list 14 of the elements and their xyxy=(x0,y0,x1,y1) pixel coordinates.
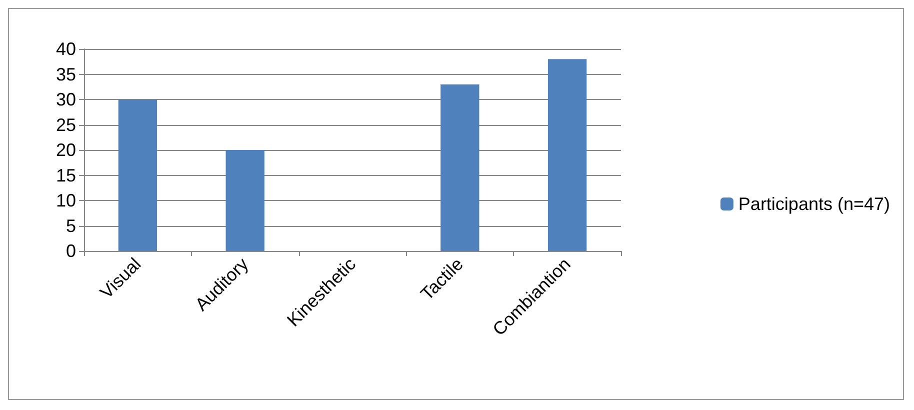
bar xyxy=(118,100,158,251)
y-tick-label: 5 xyxy=(66,216,76,236)
y-tick-label: 25 xyxy=(56,114,76,135)
y-tick-label: 30 xyxy=(56,90,76,110)
y-tick-label: 40 xyxy=(56,39,76,59)
bar xyxy=(548,59,587,251)
bar xyxy=(440,84,480,251)
bar xyxy=(226,150,264,251)
legend-label: Participants (n=47) xyxy=(738,194,890,214)
y-tick-label: 10 xyxy=(56,190,76,210)
y-tick-label: 35 xyxy=(56,64,76,84)
y-tick-label: 20 xyxy=(56,140,76,160)
y-tick-label: 15 xyxy=(56,165,76,186)
y-tick-label: 0 xyxy=(66,241,76,261)
